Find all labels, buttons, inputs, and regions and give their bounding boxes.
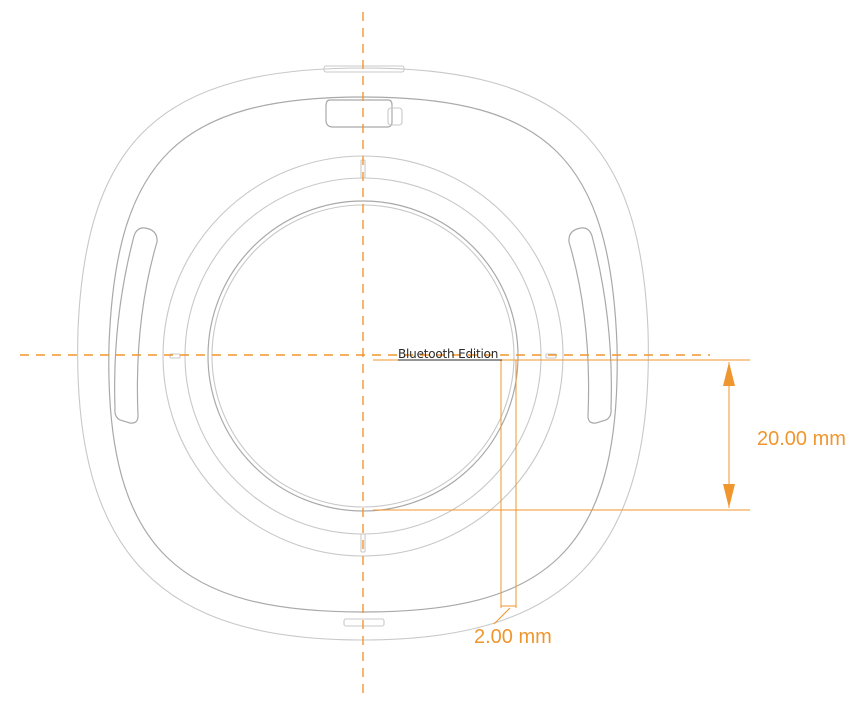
top-clip-tab: [325, 99, 393, 128]
ring-marker-right: [545, 353, 557, 359]
vertical-dimension-arrow-top: [723, 362, 735, 386]
right-side-slot: [568, 227, 612, 424]
thickness-leader: [493, 607, 511, 625]
ring-marker-left: [169, 353, 181, 359]
horizontal-dimension-value: 2.00 mm: [474, 626, 552, 648]
bluetooth-edition-label: Bluetooth Edition: [398, 347, 498, 361]
bottom-notch: [343, 618, 385, 627]
vertical-dimension-arrow-bottom: [723, 484, 735, 508]
left-side-slot: [114, 227, 158, 424]
top-clip-tab-latch: [387, 107, 403, 126]
top-notch: [323, 65, 405, 73]
vertical-dimension-value: 20.00 mm: [757, 428, 846, 450]
ring-marker-bottom: [360, 533, 366, 553]
